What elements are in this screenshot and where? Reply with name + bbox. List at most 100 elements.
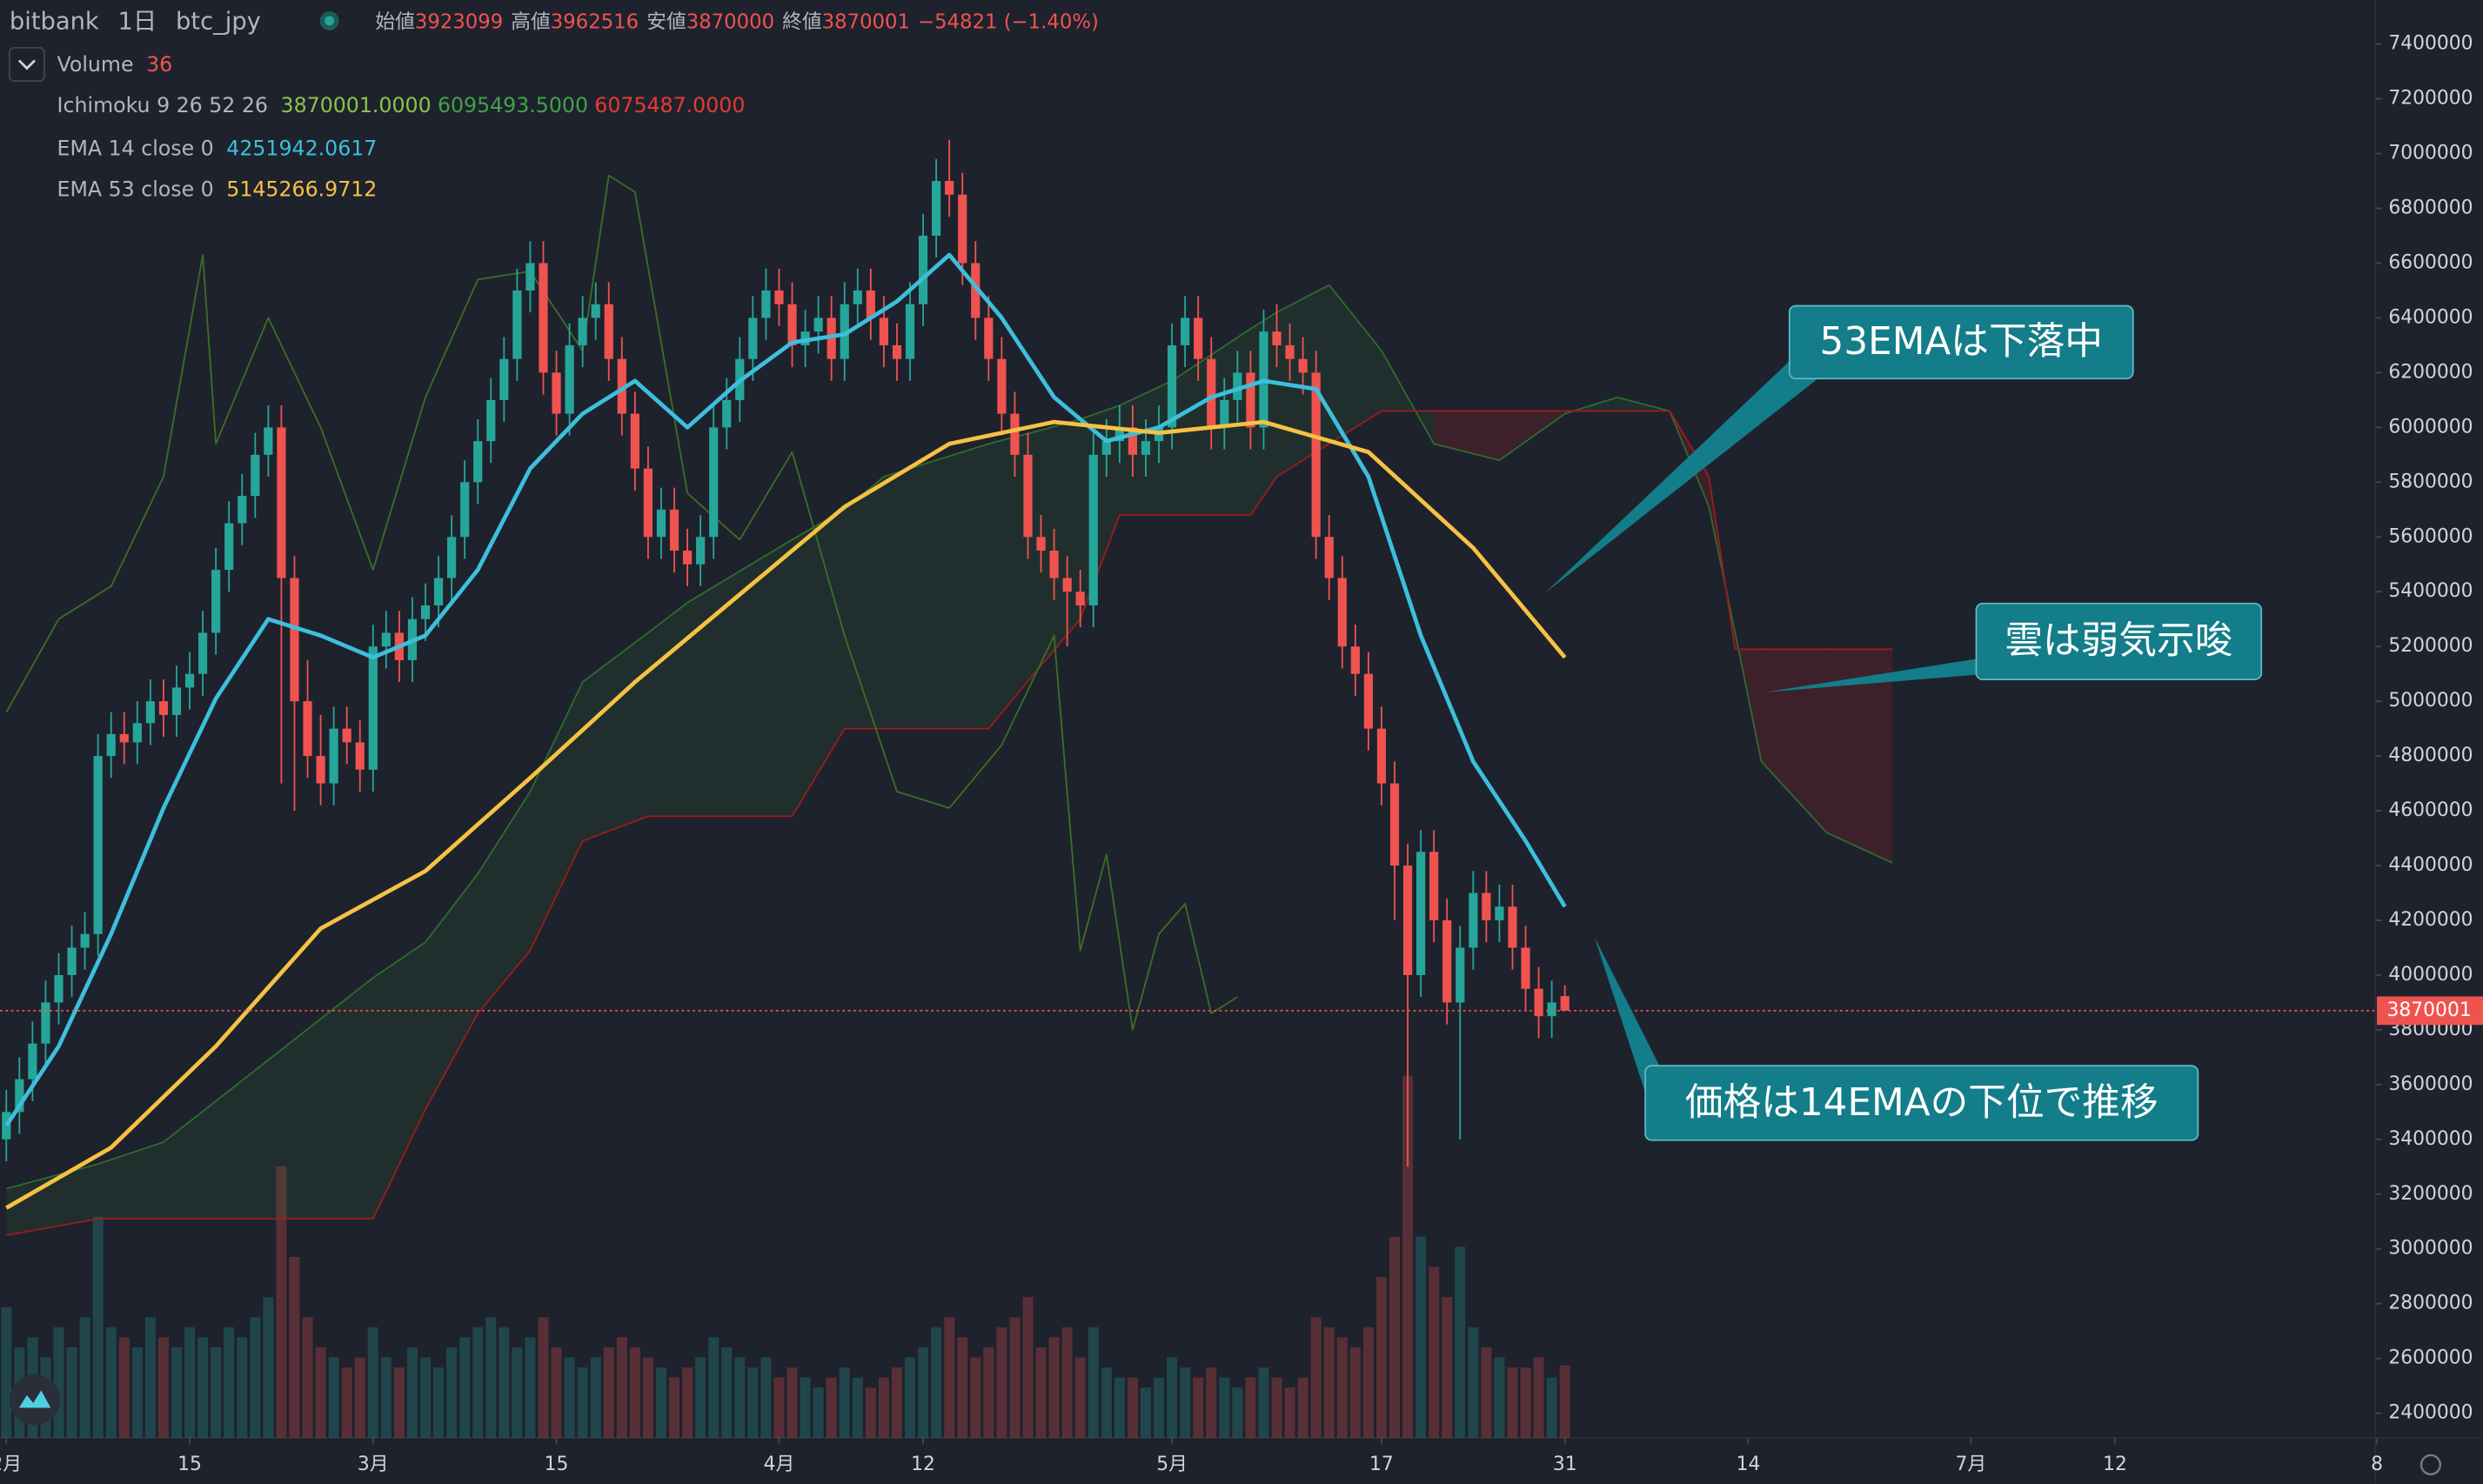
candle-body [1246,372,1255,428]
candle-body [1285,344,1295,359]
last-price-label: 3870001 [2387,999,2472,1021]
candle-body [329,728,338,784]
candle-body [643,468,653,538]
candle-body [617,358,626,414]
volume-bar [852,1377,863,1438]
legend-ema53: EMA 53 close 0 5145266.9712 [57,177,378,201]
volume-bar [1180,1367,1191,1438]
cloud-segment [530,682,583,951]
cloud-segment [687,539,793,817]
volume-bar [786,1367,798,1438]
volume-bar [433,1367,445,1438]
candle-body [1128,427,1138,455]
volume-bar [603,1347,614,1438]
volume-bar [1507,1367,1518,1438]
cloud-segment [844,477,884,729]
high-label: 高値 [511,10,550,33]
span-b-line [6,410,1893,1236]
candle-body [630,413,639,469]
y-tick-label: 5400000 [2388,580,2473,602]
callout-text: 雲は弱気示唆 [2004,618,2232,663]
candle-body [41,1002,50,1044]
volume-bar [171,1347,182,1438]
legend-value: 6095493.5000 [438,93,588,117]
x-tick-label: 7月 [1956,1454,1987,1475]
candle-body [1376,728,1387,784]
settings-icon[interactable] [2419,1454,2442,1476]
candle-body [184,673,195,688]
legend-value: 3870001.0000 [281,93,432,117]
candle-body [342,728,351,743]
candle-body [355,742,365,770]
volume-bar [708,1337,719,1438]
candle-body [656,509,666,538]
candle-body [106,733,116,757]
candle-body [932,181,941,236]
volume-bar [420,1357,432,1438]
candle-body [774,290,784,304]
logo-mark [18,1390,51,1408]
candle-body [591,304,600,318]
candle-body [473,441,483,483]
y-tick-label: 7200000 [2388,88,2473,110]
y-tick-label: 6000000 [2388,416,2473,438]
volume-bar [1258,1367,1269,1438]
header: bitbank 1日 btc_jpy [10,8,261,35]
volume-bar [157,1337,169,1438]
cloud-segment [1041,418,1081,666]
candle-body [1521,947,1530,989]
logo[interactable] [9,1374,61,1426]
y-tick-label: 5800000 [2388,471,2473,492]
open-value: 3923099 [415,10,503,33]
candle-body [853,290,862,304]
cloud-segment [97,1141,164,1220]
candle-body [971,263,980,318]
candle-body [1416,852,1426,975]
x-tick-label: 2月 [0,1454,22,1475]
candle-body [539,263,548,373]
collapse-button[interactable] [9,46,45,82]
volume-bar [655,1367,666,1438]
volume-bar [211,1347,222,1438]
volume-bar [642,1357,653,1438]
candle-body [512,290,522,359]
overlay: bitbank 1日 btc_jpy 始値3923099 高値3962516 安値387… [0,8,2483,1476]
candle-body [1429,852,1439,920]
y-tick-label: 3000000 [2388,1238,2473,1260]
volume-bar [1232,1387,1243,1438]
span-a-line [6,284,1893,1190]
cloud-segment [647,602,688,817]
candle-body [1311,372,1321,538]
candle-body [93,756,103,934]
x-tick-label: 5月 [1156,1454,1188,1475]
callout-box [1975,602,2263,681]
candle-body [984,318,994,359]
candle-body [67,947,77,975]
volume-bar [184,1327,196,1438]
exchange: bitbank [10,8,99,35]
y-tick-label: 5600000 [2388,525,2473,547]
candle-body [1508,906,1517,948]
candle-body [211,570,221,633]
volume-bar [878,1377,889,1438]
volume-bar [1402,1075,1414,1438]
volume-bar [1048,1337,1060,1438]
candle-body [1088,454,1098,605]
candle-body [1560,996,1569,1011]
volume-bar [957,1337,968,1438]
x-tick-label: 12 [2103,1454,2127,1475]
candle-body [1298,358,1308,373]
candle-body [2,1112,11,1140]
volume-bar [551,1347,562,1438]
volume-bar [538,1317,549,1438]
candle-body [840,304,849,359]
volume-bar [891,1367,902,1438]
candle-body [1337,578,1347,647]
callout-pointer [1594,937,1660,1093]
volume-bar [1061,1327,1073,1438]
volume-bar [328,1357,339,1438]
volume-bar [1,1307,12,1438]
volume-bar [813,1387,824,1438]
volume-bar [315,1347,326,1438]
